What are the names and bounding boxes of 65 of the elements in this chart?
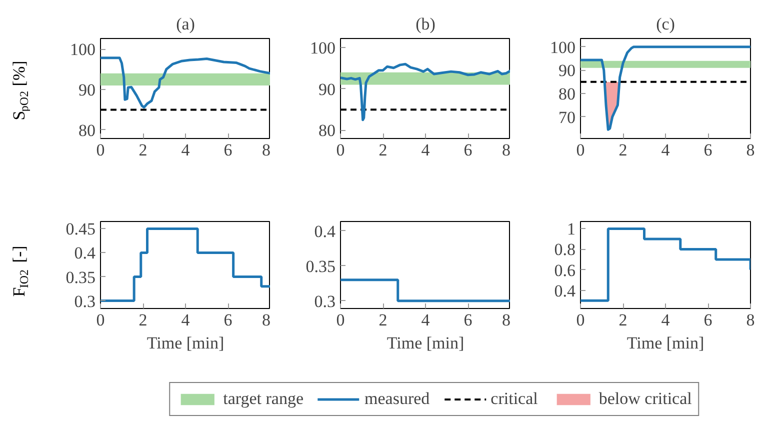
x-tick-label: 6	[464, 310, 472, 330]
x-tick-label: 0	[576, 140, 585, 160]
y-tick-label: 0.35	[306, 256, 336, 276]
x-tick-label: 4	[661, 310, 670, 330]
legend-label: below critical	[598, 389, 692, 409]
y-tick-label: 90	[558, 61, 576, 80]
x-tick-label: 2	[618, 140, 628, 160]
y-tick-label: 80	[78, 121, 96, 140]
x-tick-label: 6	[224, 140, 232, 160]
x-tick-label: 2	[378, 310, 388, 330]
x-axis-title: Time [min]	[626, 334, 704, 352]
y-tick-label: 0.35	[66, 268, 96, 287]
x-tick-label: 6	[464, 140, 472, 160]
x-tick-label: 2	[378, 140, 388, 160]
y-tick-label: 90	[318, 80, 336, 99]
y-tick-label: 80	[558, 84, 576, 104]
x-tick-label: 0	[96, 310, 105, 330]
line-series	[340, 62, 510, 122]
x-tick-label: 8	[262, 140, 270, 160]
x-tick-label: 8	[502, 140, 510, 160]
y-tick-label: 80	[318, 121, 336, 140]
chart-title: (a)	[176, 14, 195, 34]
x-tick-label: 6	[704, 310, 712, 330]
x-axis-title: Time [min]	[386, 334, 464, 352]
x-tick-label: 0	[576, 310, 585, 330]
line-series	[580, 46, 750, 131]
x-tick-label: 8	[262, 310, 270, 330]
line-series	[100, 56, 270, 109]
y-tick-label: 1	[567, 220, 576, 239]
legend-label: target range	[223, 389, 304, 409]
y-tick-label: 0.6	[554, 260, 576, 280]
x-tick-label: 0	[336, 140, 345, 160]
y-tick-label: 100	[550, 38, 576, 57]
x-tick-label: 8	[746, 140, 755, 160]
y-tick-label: 0.8	[554, 240, 576, 260]
x-axis-title: Time [min]	[146, 334, 224, 352]
chart-title: (c)	[656, 14, 675, 34]
chart-title: (b)	[416, 14, 436, 34]
y-tick-label: 100	[70, 40, 96, 60]
x-tick-label: 0	[96, 140, 105, 160]
x-tick-label: 8	[502, 310, 510, 330]
x-tick-label: 6	[704, 140, 712, 160]
y-tick-label: 70	[558, 108, 576, 127]
y-tick-label: 0.4	[554, 281, 576, 300]
y-axis-title: FIO2 [-]	[10, 246, 32, 297]
x-tick-label: 8	[746, 310, 755, 330]
x-tick-label: 4	[421, 310, 430, 330]
y-tick-label: 0.3	[314, 292, 336, 311]
y-tick-label: 0.3	[74, 292, 96, 311]
x-tick-label: 0	[336, 310, 345, 330]
x-tick-label: 6	[224, 310, 232, 330]
x-tick-label: 4	[181, 140, 190, 160]
y-tick-label: 0.45	[66, 220, 96, 239]
y-tick-label: 0.4	[314, 222, 336, 241]
x-tick-label: 2	[618, 310, 628, 330]
x-tick-label: 4	[181, 310, 190, 330]
x-tick-label: 2	[138, 140, 148, 160]
legend-label: measured	[364, 389, 430, 409]
y-tick-label: 0.4	[74, 244, 96, 263]
x-tick-label: 4	[421, 140, 430, 160]
y-tick-label: 100	[310, 38, 336, 58]
x-tick-label: 4	[661, 140, 670, 160]
y-tick-label: 90	[78, 80, 96, 100]
legend-label: critical	[490, 389, 538, 409]
x-tick-label: 2	[138, 310, 148, 330]
